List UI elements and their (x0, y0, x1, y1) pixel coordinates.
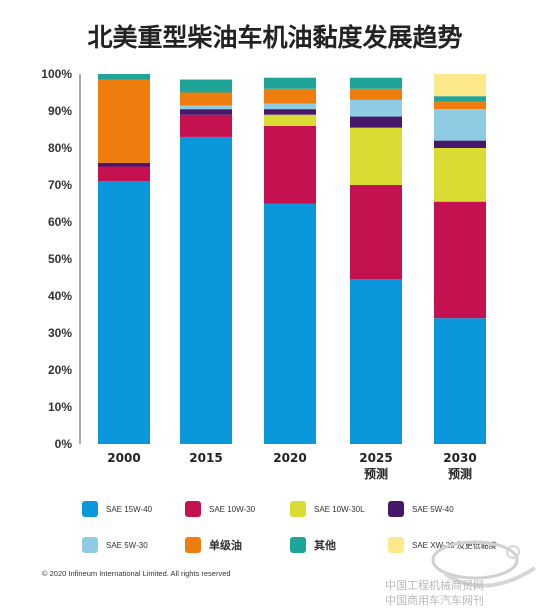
bar-segment (350, 116, 402, 128)
bar-segment (264, 203, 316, 444)
legend-item: SAE 10W-30 (185, 500, 255, 518)
y-tick-label: 80% (48, 141, 72, 155)
y-tick-label: 70% (48, 178, 72, 192)
bar-segment (98, 74, 150, 80)
legend-label: SAE 10W-30L (314, 504, 365, 514)
watermark-text-secondary: 中国商用车汽车网刊 (385, 594, 484, 607)
bar-segment (98, 181, 150, 445)
x-tick-label: 2020 (273, 451, 306, 465)
y-tick-label: 0% (55, 437, 73, 451)
bar-segment (350, 279, 402, 444)
x-tick-sublabel: 预测 (448, 466, 472, 481)
bar-segment (264, 103, 316, 110)
bar-segment (434, 101, 486, 110)
bar-segment (434, 318, 486, 444)
bar-segment (180, 79, 232, 93)
legend-swatch (388, 537, 404, 553)
y-tick-label: 10% (48, 400, 72, 414)
legend-swatch (290, 537, 306, 553)
bar-segment (350, 88, 402, 100)
legend-label: SAE 5W-40 (412, 504, 454, 514)
bar-segment (350, 127, 402, 185)
bar-segment (264, 114, 316, 126)
bar-segment (180, 105, 232, 110)
legend-item: SAE 5W-30 (82, 536, 148, 554)
bar-segment (434, 148, 486, 202)
legend-swatch (82, 537, 98, 553)
x-tick-label: 2025 (359, 451, 392, 465)
bar-segment (180, 114, 232, 137)
bar-segment (264, 77, 316, 89)
y-tick-label: 20% (48, 363, 72, 377)
legend-swatch (290, 501, 306, 517)
legend-swatch (388, 501, 404, 517)
bar-segment (180, 92, 232, 106)
bar-segment (264, 88, 316, 104)
bar-segment (98, 162, 150, 167)
legend-item: SAE 10W-30L (290, 500, 365, 518)
bar-segment (434, 109, 486, 141)
legend-label: SAE 10W-30 (209, 504, 256, 514)
bar-segment (264, 109, 316, 115)
bar-segment (264, 125, 316, 204)
bar-segment (350, 77, 402, 89)
legend-swatch (185, 537, 201, 553)
bars (98, 74, 486, 445)
legend-label: 单级油 (209, 539, 242, 552)
y-tick-label: 60% (48, 215, 72, 229)
legend-swatch (82, 501, 98, 517)
bar-segment (434, 140, 486, 148)
bar-segment (350, 99, 402, 117)
x-tick-label: 2030 (443, 451, 476, 465)
y-tick-label: 100% (41, 67, 72, 81)
bar-segment (434, 201, 486, 319)
y-tick-label: 50% (48, 252, 72, 266)
copyright-text: © 2020 Infineum International Limited. A… (42, 569, 231, 578)
chart-title: 北美重型柴油车机油黏度发展趋势 (87, 23, 463, 52)
y-tick-label: 90% (48, 104, 72, 118)
y-tick-label: 40% (48, 289, 72, 303)
bar-segment (98, 166, 150, 182)
bar-segment (180, 136, 232, 444)
stacked-bar-chart: 0% 10% 20% 30% 40% 50% 60% 70% 80% 90% 100% 2000 20… (41, 67, 486, 481)
bar-segment (180, 109, 232, 115)
legend-item: SAE 5W-40 (388, 500, 454, 518)
bar-segment (350, 185, 402, 280)
legend-item: 单级油 (185, 536, 242, 554)
legend-label: SAE 15W-40 (106, 504, 153, 514)
watermark-logo-icon (431, 540, 537, 588)
y-axis: 0% 10% 20% 30% 40% 50% 60% 70% 80% 90% 100% (41, 67, 81, 451)
watermark-text: 中国工程机械商贸网 (385, 579, 484, 592)
y-tick-label: 30% (48, 326, 72, 340)
x-tick-label: 2000 (107, 451, 140, 465)
x-tick-label: 2015 (189, 451, 222, 465)
legend-swatch (185, 501, 201, 517)
legend-item: 其他 (290, 536, 336, 554)
legend-label: 其他 (314, 539, 336, 552)
legend-item: SAE 15W-40 (82, 500, 152, 518)
bar-segment (434, 74, 486, 97)
bar-segment (98, 79, 150, 163)
bar-segment (434, 96, 486, 102)
x-tick-sublabel: 预测 (364, 466, 388, 481)
legend-label: SAE 5W-30 (106, 540, 148, 550)
